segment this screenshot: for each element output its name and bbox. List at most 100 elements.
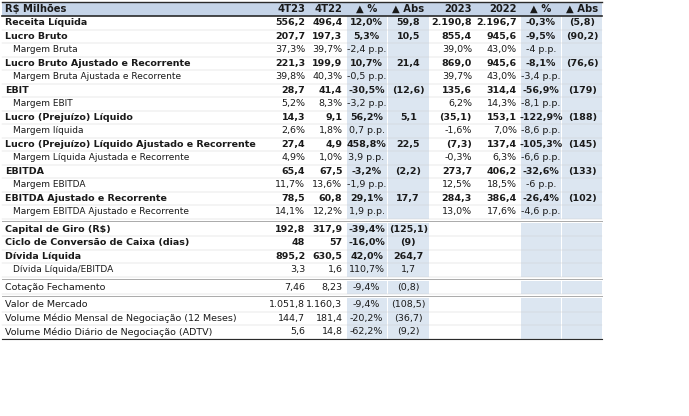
- Text: 39,0%: 39,0%: [442, 45, 472, 54]
- Text: -20,2%: -20,2%: [350, 314, 383, 323]
- Text: -2,4 p.p.: -2,4 p.p.: [347, 45, 387, 54]
- Text: Volume Médio Mensal de Negociação (12 Meses): Volume Médio Mensal de Negociação (12 Me…: [5, 314, 236, 323]
- Bar: [521, 205, 561, 218]
- Text: 4T22: 4T22: [315, 4, 342, 14]
- Bar: [347, 43, 387, 57]
- Bar: [521, 298, 561, 312]
- Text: (12,6): (12,6): [392, 86, 424, 95]
- Text: 21,4: 21,4: [396, 59, 420, 68]
- Text: 1.051,8: 1.051,8: [269, 300, 305, 310]
- Text: 10,7%: 10,7%: [350, 59, 383, 68]
- Text: (5,8): (5,8): [569, 18, 595, 27]
- Text: 869,0: 869,0: [442, 59, 472, 68]
- Text: 1,8%: 1,8%: [318, 126, 342, 135]
- Bar: [562, 325, 602, 339]
- Text: -9,4%: -9,4%: [353, 283, 380, 292]
- Text: 28,7: 28,7: [282, 86, 305, 95]
- Bar: [521, 250, 561, 263]
- Bar: [562, 111, 602, 124]
- Text: Margem Líquida Ajustada e Recorrente: Margem Líquida Ajustada e Recorrente: [13, 154, 189, 162]
- Bar: [388, 280, 429, 294]
- Text: -1,6%: -1,6%: [444, 126, 472, 135]
- Text: -9,4%: -9,4%: [353, 300, 380, 310]
- Text: EBIT: EBIT: [5, 86, 28, 95]
- Text: (76,6): (76,6): [566, 59, 599, 68]
- Text: 65,4: 65,4: [282, 167, 305, 176]
- Bar: [562, 280, 602, 294]
- Bar: [521, 97, 561, 111]
- Text: (0,8): (0,8): [397, 283, 420, 292]
- Text: 7,0%: 7,0%: [493, 126, 517, 135]
- Text: 14,3: 14,3: [282, 113, 305, 122]
- Bar: [388, 223, 429, 236]
- Text: 43,0%: 43,0%: [486, 72, 517, 82]
- Text: 197,3: 197,3: [312, 32, 342, 41]
- Bar: [347, 178, 387, 192]
- Bar: [347, 97, 387, 111]
- Text: -16,0%: -16,0%: [348, 238, 385, 248]
- Text: -105,3%: -105,3%: [520, 140, 562, 149]
- Text: Lucro (Prejuízo) Líquido Ajustado e Recorrente: Lucro (Prejuízo) Líquido Ajustado e Reco…: [5, 140, 256, 149]
- Text: 153,1: 153,1: [486, 113, 517, 122]
- Text: Margem líquida: Margem líquida: [13, 126, 83, 135]
- Text: -0,3%: -0,3%: [444, 154, 472, 162]
- Text: -39,4%: -39,4%: [348, 225, 385, 234]
- Bar: [388, 312, 429, 325]
- Text: Margem Bruta: Margem Bruta: [13, 45, 78, 54]
- Text: 9,1: 9,1: [325, 113, 342, 122]
- Text: EBITDA: EBITDA: [5, 167, 44, 176]
- Text: 199,9: 199,9: [312, 59, 342, 68]
- Text: 13,0%: 13,0%: [442, 207, 472, 216]
- Text: (125,1): (125,1): [389, 225, 428, 234]
- Text: 207,7: 207,7: [275, 32, 305, 41]
- Text: 14,1%: 14,1%: [275, 207, 305, 216]
- Text: 144,7: 144,7: [278, 314, 305, 323]
- Bar: [388, 111, 429, 124]
- Text: 12,5%: 12,5%: [442, 180, 472, 189]
- Bar: [562, 43, 602, 57]
- Text: -8,1 p.p.: -8,1 p.p.: [521, 99, 561, 108]
- Text: 22,5: 22,5: [396, 140, 420, 149]
- Text: 5,1: 5,1: [400, 113, 417, 122]
- Text: 314,4: 314,4: [486, 86, 517, 95]
- Text: -9,5%: -9,5%: [526, 32, 556, 41]
- Text: 14,8: 14,8: [322, 327, 342, 336]
- Bar: [562, 250, 602, 263]
- Text: ▲ %: ▲ %: [530, 4, 552, 14]
- Text: Margem Bruta Ajustada e Recorrente: Margem Bruta Ajustada e Recorrente: [13, 72, 181, 82]
- Text: 39,8%: 39,8%: [275, 72, 305, 82]
- Text: -4,6 p.p.: -4,6 p.p.: [521, 207, 561, 216]
- Bar: [562, 263, 602, 277]
- Bar: [388, 138, 429, 151]
- Text: 14,3%: 14,3%: [486, 99, 517, 108]
- Text: 2023: 2023: [444, 4, 472, 14]
- Text: 1,6: 1,6: [327, 265, 342, 274]
- Text: (102): (102): [568, 194, 597, 203]
- Text: 43,0%: 43,0%: [486, 45, 517, 54]
- Text: 29,1%: 29,1%: [350, 194, 383, 203]
- Bar: [521, 43, 561, 57]
- Text: -3,4 p.p.: -3,4 p.p.: [521, 72, 561, 82]
- Text: (36,7): (36,7): [394, 314, 422, 323]
- Text: 1,0%: 1,0%: [318, 154, 342, 162]
- Text: 2022: 2022: [489, 4, 517, 14]
- Bar: [562, 236, 602, 250]
- Bar: [347, 138, 387, 151]
- Text: Lucro Bruto Ajustado e Recorrente: Lucro Bruto Ajustado e Recorrente: [5, 59, 190, 68]
- Text: Lucro Bruto: Lucro Bruto: [5, 32, 68, 41]
- Text: ▲ Abs: ▲ Abs: [566, 4, 598, 14]
- Bar: [562, 205, 602, 218]
- Text: 556,2: 556,2: [275, 18, 305, 27]
- Bar: [521, 70, 561, 84]
- Text: 3,9 p.p.: 3,9 p.p.: [349, 154, 384, 162]
- Text: 78,5: 78,5: [282, 194, 305, 203]
- Text: Dívida Líquida/EBITDA: Dívida Líquida/EBITDA: [13, 265, 114, 274]
- Text: -6 p.p.: -6 p.p.: [526, 180, 556, 189]
- Text: -122,9%: -122,9%: [519, 113, 563, 122]
- Text: ▲ %: ▲ %: [356, 4, 378, 14]
- Bar: [347, 298, 387, 312]
- Bar: [521, 280, 561, 294]
- Bar: [562, 223, 602, 236]
- Text: (108,5): (108,5): [391, 300, 426, 310]
- Text: 18,5%: 18,5%: [486, 180, 517, 189]
